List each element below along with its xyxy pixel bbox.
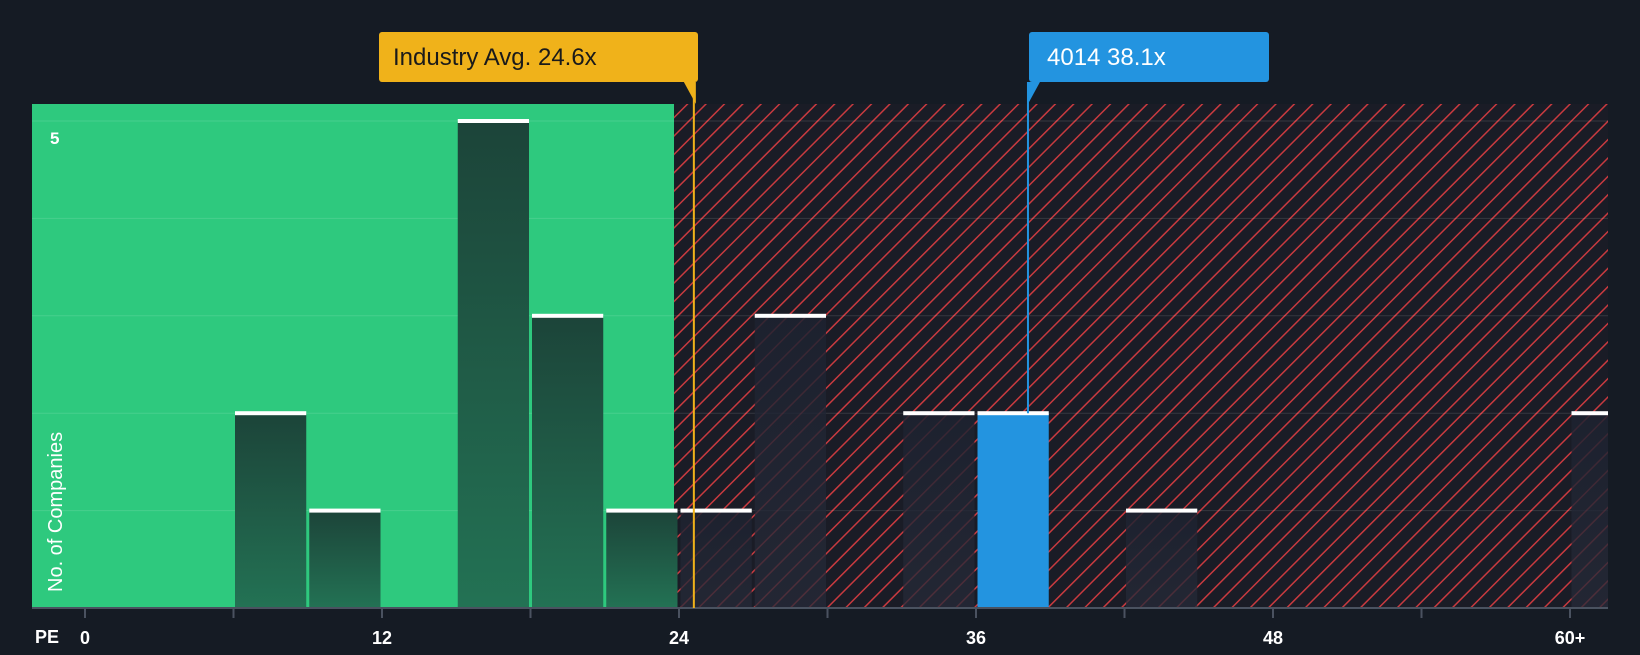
x-tick-label: 36	[966, 628, 986, 648]
y-tick-label: 5	[50, 129, 59, 148]
bar	[1571, 413, 1608, 608]
bars-group	[235, 119, 1608, 608]
bar	[1126, 510, 1198, 608]
y-axis-label: No. of Companies	[45, 432, 67, 592]
bar-cap	[532, 313, 604, 318]
industry-average-marker: Industry Avg. 24.6x	[379, 32, 698, 608]
bar-cap	[1126, 508, 1198, 513]
bar-cap	[977, 411, 1049, 416]
x-axis-ticks: 0 12 24 36 48 60+	[80, 608, 1585, 648]
x-tick-label: 48	[1263, 628, 1283, 648]
bar	[532, 315, 604, 608]
bar-cap	[457, 119, 529, 123]
x-tick-label: 24	[669, 628, 689, 648]
bar-cap	[903, 411, 975, 416]
bar	[680, 510, 752, 608]
x-tick-label: 12	[372, 628, 392, 648]
bar	[235, 413, 307, 608]
industry-average-pointer	[683, 82, 696, 104]
bar	[457, 121, 529, 608]
industry-average-label: Industry Avg. 24.6x	[393, 44, 597, 71]
company-label: 4014 38.1x	[1047, 44, 1166, 71]
bar-cap	[1571, 411, 1608, 416]
bar-cap	[235, 411, 307, 416]
bar	[606, 510, 678, 608]
company-box	[1029, 32, 1269, 82]
bar-cap	[606, 508, 678, 513]
bar	[754, 315, 826, 608]
x-axis-label: PE	[35, 627, 59, 647]
bar-cap	[309, 508, 381, 513]
bar	[977, 413, 1049, 608]
x-tick-label: 0	[80, 628, 90, 648]
bar-cap	[754, 313, 826, 318]
bar	[903, 413, 975, 608]
company-pointer	[1027, 82, 1040, 104]
industry-average-box	[379, 32, 698, 82]
bar-cap	[680, 508, 752, 513]
bar	[309, 510, 381, 608]
company-marker: 4014 38.1x	[1026, 32, 1269, 414]
x-tick-label: 60+	[1555, 628, 1586, 648]
